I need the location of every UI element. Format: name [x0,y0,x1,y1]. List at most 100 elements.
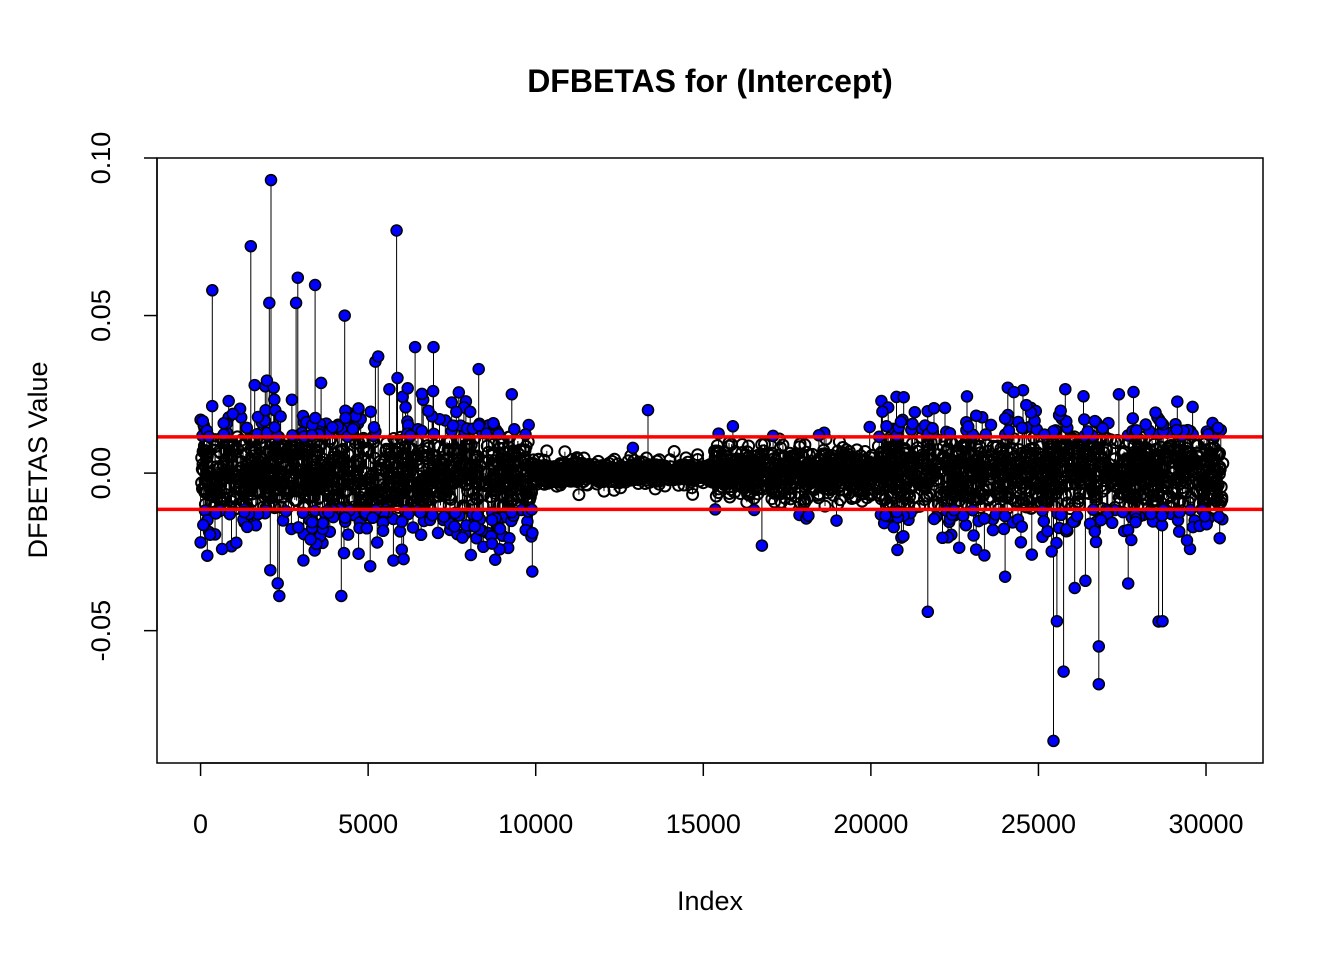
data-point [875,487,889,501]
data-point [710,439,724,453]
influential-point [260,374,274,387]
data-point [1134,448,1148,462]
influential-point [891,543,904,557]
data-point [964,469,978,483]
data-point [373,454,387,468]
data-point [1211,464,1225,478]
data-point [1082,446,1096,460]
y-tick-label: 0.00 [86,447,116,500]
data-point [618,475,632,489]
data-point [482,445,495,459]
influential-point [1025,548,1039,561]
plot-frame [156,157,1264,764]
influential-point [446,419,460,432]
data-point [432,453,446,467]
influential-point [952,541,966,554]
influential-point [1014,536,1028,549]
influential-point [1050,614,1064,628]
influential-point [1096,422,1109,435]
data-point [812,491,826,505]
influential-point [341,528,355,541]
data-point [496,441,510,455]
data-point [557,457,571,471]
data-point [765,466,779,480]
data-point [773,463,787,477]
data-point [1127,470,1141,484]
data-point [280,445,294,459]
data-point [363,475,376,489]
data-point [904,467,917,481]
data-point [960,457,974,471]
influential-point [337,546,351,560]
data-point [1059,488,1072,502]
data-point [217,492,231,505]
data-point [290,494,304,508]
influential-point [397,552,410,566]
influential-point [203,528,217,541]
influential-point [240,421,254,435]
influential-point [998,509,1012,523]
data-point [301,484,315,497]
influential-point [977,512,991,525]
data-point [224,494,238,508]
influential-point [1198,510,1212,523]
data-point [755,474,769,488]
influential-point [1015,520,1029,533]
influential-point [426,384,440,398]
influential-point [1112,388,1126,401]
influential-point [408,340,422,354]
data-point [711,454,725,468]
data-point [1044,484,1058,498]
influential-point [297,554,310,567]
data-point [486,477,500,491]
data-point [352,455,366,469]
data-point [602,472,616,485]
influential-point [1170,423,1183,437]
influential-point [1007,385,1021,399]
influential-point [215,542,229,556]
data-point [553,475,567,489]
data-point [1034,453,1048,467]
data-point [1001,490,1014,504]
data-point [443,459,457,473]
data-point [207,482,221,496]
data-point [1152,450,1166,464]
data-point [311,492,325,506]
data-point [1133,489,1147,503]
data-point [471,492,485,506]
data-point [198,473,212,487]
data-point [299,476,313,490]
influential-point [1149,406,1162,419]
influential-point [1088,414,1102,428]
influential-point [244,239,258,253]
influential-point [526,526,539,540]
data-point [940,486,954,499]
data-point [553,469,567,482]
data-point [1209,479,1222,493]
data-point [818,499,832,513]
influential-point [426,508,439,522]
data-point [515,491,529,505]
data-point [722,487,736,500]
data-point [320,482,334,495]
data-point [1127,488,1141,502]
data-point [460,477,474,491]
data-point [1199,458,1213,472]
data-point [957,487,971,501]
data-point [667,445,681,458]
data-point [976,484,990,498]
influential-point [363,559,377,573]
data-point [248,442,262,456]
data-point [798,438,812,452]
data-point [1045,478,1059,492]
influential-point [205,399,219,413]
influential-point [376,524,390,538]
data-point [930,456,944,470]
data-point [724,453,738,467]
data-point [782,474,796,487]
data-point [451,443,465,457]
data-point [1203,488,1217,502]
data-point [432,489,446,503]
influential-point [961,420,975,433]
data-point [1125,468,1139,482]
